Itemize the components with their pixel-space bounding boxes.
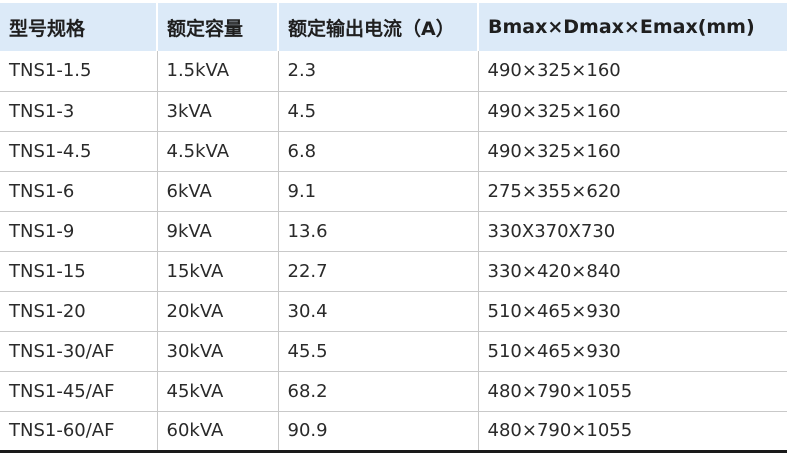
cell-dimensions: 490×325×160: [477, 51, 787, 91]
cell-dimensions: 480×790×1055: [477, 411, 787, 451]
cell-dimensions: 275×355×620: [477, 171, 787, 211]
cell-current: 13.6: [277, 211, 479, 251]
cell-current: 6.8: [277, 131, 479, 171]
header-rated-capacity: 额定容量: [156, 3, 279, 51]
table-row: TNS1-45/AF 45kVA 68.2 480×790×1055: [0, 371, 787, 411]
cell-model: TNS1-4.5: [0, 131, 158, 171]
table-row: TNS1-1.5 1.5kVA 2.3 490×325×160: [0, 51, 787, 91]
cell-current: 9.1: [277, 171, 479, 211]
table-row: TNS1-60/AF 60kVA 90.9 480×790×1055: [0, 411, 787, 451]
table-row: TNS1-20 20kVA 30.4 510×465×930: [0, 291, 787, 331]
cell-model: TNS1-3: [0, 91, 158, 131]
cell-current: 22.7: [277, 251, 479, 291]
cell-capacity: 15kVA: [156, 251, 279, 291]
cell-current: 68.2: [277, 371, 479, 411]
cell-capacity: 1.5kVA: [156, 51, 279, 91]
header-rated-output-current: 额定输出电流（A）: [277, 3, 479, 51]
table-row: TNS1-9 9kVA 13.6 330X370X730: [0, 211, 787, 251]
cell-model: TNS1-9: [0, 211, 158, 251]
table-row: TNS1-4.5 4.5kVA 6.8 490×325×160: [0, 131, 787, 171]
cell-dimensions: 490×325×160: [477, 131, 787, 171]
cell-current: 45.5: [277, 331, 479, 371]
cell-capacity: 60kVA: [156, 411, 279, 451]
header-model: 型号规格: [0, 3, 158, 51]
table-row: TNS1-30/AF 30kVA 45.5 510×465×930: [0, 331, 787, 371]
cell-capacity: 6kVA: [156, 171, 279, 211]
cell-dimensions: 490×325×160: [477, 91, 787, 131]
cell-model: TNS1-6: [0, 171, 158, 211]
cell-model: TNS1-60/AF: [0, 411, 158, 451]
header-row: 型号规格 额定容量 额定输出电流（A） Bmax×Dmax×Emax(mm): [0, 3, 787, 51]
cell-current: 30.4: [277, 291, 479, 331]
cell-model: TNS1-30/AF: [0, 331, 158, 371]
cell-capacity: 45kVA: [156, 371, 279, 411]
cell-capacity: 9kVA: [156, 211, 279, 251]
cell-capacity: 30kVA: [156, 331, 279, 371]
header-dimensions: Bmax×Dmax×Emax(mm): [477, 3, 787, 51]
spec-table-header: 型号规格 额定容量 额定输出电流（A） Bmax×Dmax×Emax(mm): [0, 3, 787, 51]
cell-dimensions: 480×790×1055: [477, 371, 787, 411]
cell-capacity: 4.5kVA: [156, 131, 279, 171]
spec-table-body: TNS1-1.5 1.5kVA 2.3 490×325×160 TNS1-3 3…: [0, 51, 787, 451]
cell-dimensions: 330X370X730: [477, 211, 787, 251]
table-row: TNS1-15 15kVA 22.7 330×420×840: [0, 251, 787, 291]
cell-model: TNS1-45/AF: [0, 371, 158, 411]
cell-dimensions: 510×465×930: [477, 331, 787, 371]
cell-model: TNS1-1.5: [0, 51, 158, 91]
cell-model: TNS1-20: [0, 291, 158, 331]
cell-current: 90.9: [277, 411, 479, 451]
cell-model: TNS1-15: [0, 251, 158, 291]
cell-dimensions: 510×465×930: [477, 291, 787, 331]
cell-current: 4.5: [277, 91, 479, 131]
table-row: TNS1-3 3kVA 4.5 490×325×160: [0, 91, 787, 131]
table-row: TNS1-6 6kVA 9.1 275×355×620: [0, 171, 787, 211]
spec-table: 型号规格 额定容量 额定输出电流（A） Bmax×Dmax×Emax(mm) T…: [0, 3, 787, 453]
cell-capacity: 3kVA: [156, 91, 279, 131]
cell-dimensions: 330×420×840: [477, 251, 787, 291]
cell-current: 2.3: [277, 51, 479, 91]
cell-capacity: 20kVA: [156, 291, 279, 331]
